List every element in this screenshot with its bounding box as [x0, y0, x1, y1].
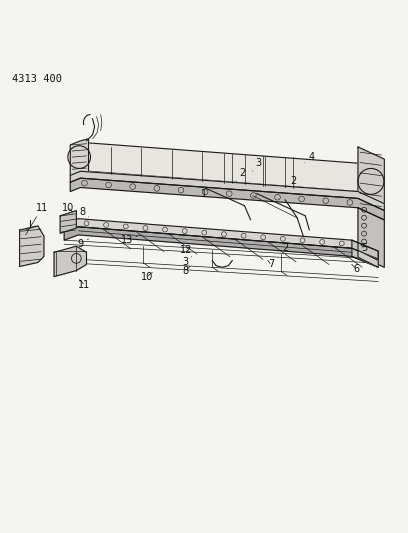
Polygon shape — [70, 178, 384, 220]
Polygon shape — [60, 211, 76, 233]
Polygon shape — [352, 240, 378, 268]
Polygon shape — [70, 139, 89, 175]
Text: 2: 2 — [285, 176, 296, 188]
Polygon shape — [54, 246, 86, 277]
Polygon shape — [358, 208, 384, 268]
Text: 4313 400: 4313 400 — [11, 74, 62, 84]
Text: 11: 11 — [78, 280, 91, 290]
Polygon shape — [64, 227, 378, 268]
Text: 8: 8 — [183, 265, 190, 276]
Text: 5: 5 — [361, 243, 367, 253]
Polygon shape — [64, 219, 378, 259]
Text: 10: 10 — [141, 272, 153, 281]
Text: 3: 3 — [183, 256, 192, 268]
Polygon shape — [358, 251, 378, 268]
Text: 2: 2 — [279, 242, 288, 253]
Text: 11: 11 — [26, 203, 48, 235]
Text: 9: 9 — [78, 239, 89, 249]
Polygon shape — [20, 226, 44, 266]
Text: 10: 10 — [62, 203, 74, 213]
Text: 7: 7 — [268, 260, 274, 270]
Text: 12: 12 — [180, 245, 192, 255]
Text: 1: 1 — [201, 188, 210, 199]
Text: 6: 6 — [352, 263, 359, 273]
Polygon shape — [358, 147, 384, 220]
Polygon shape — [70, 171, 384, 211]
Text: 4: 4 — [304, 152, 315, 163]
Polygon shape — [80, 143, 384, 204]
Text: 8: 8 — [80, 207, 89, 217]
Text: 3: 3 — [253, 158, 262, 171]
Text: 2: 2 — [236, 168, 246, 181]
Text: 13: 13 — [121, 235, 137, 245]
